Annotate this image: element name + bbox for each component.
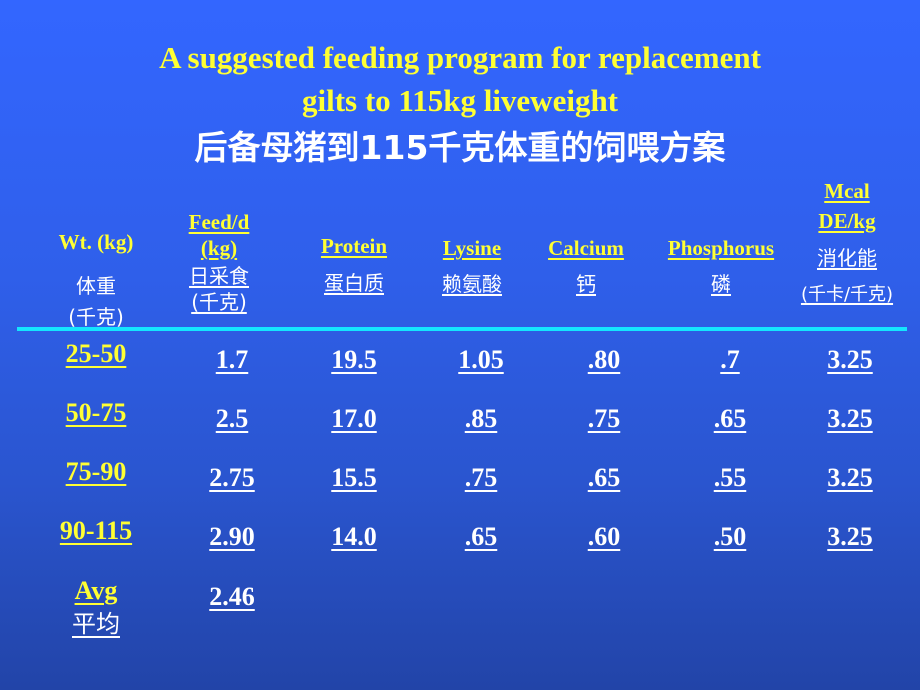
- feed-cell: 2.90: [209, 522, 255, 551]
- header-de-unit-en: DE/kg: [818, 209, 876, 233]
- weight-cell: 25-50: [65, 339, 127, 368]
- header-protein-en: Protein: [320, 234, 388, 258]
- title-chinese: 后备母猪到115千克体重的饲喂方案: [194, 128, 726, 167]
- feed-cell: 1.7: [215, 345, 249, 374]
- de-cell: 3.25: [827, 463, 873, 492]
- header-de-zh: 消化能: [817, 246, 877, 270]
- lysine-cell: .65: [464, 522, 498, 551]
- de-cell: 3.25: [827, 404, 873, 433]
- calcium-cell: .65: [587, 463, 621, 492]
- phosphorus-cell: .50: [713, 522, 747, 551]
- average-label: Avg: [74, 576, 118, 605]
- header-calcium-en: Calcium: [548, 236, 624, 260]
- header-de-en: Mcal: [824, 179, 870, 203]
- protein-cell: 15.5: [331, 463, 377, 492]
- lysine-cell: 1.05: [458, 345, 504, 374]
- header-feed-unit-en: (kg): [200, 236, 238, 260]
- lysine-cell: .85: [464, 404, 498, 433]
- weight-cell: 50-75: [65, 398, 127, 427]
- de-cell: 3.25: [827, 522, 873, 551]
- average-feed-cell: 2.46: [209, 582, 255, 611]
- header-lysine-en: Lysine: [442, 236, 502, 260]
- feed-cell: 2.5: [215, 404, 249, 433]
- header-weight-en: Wt. (kg): [58, 230, 134, 254]
- protein-cell: 17.0: [331, 404, 377, 433]
- header-lysine-zh: 赖氨酸: [442, 272, 502, 296]
- de-cell: 3.25: [827, 345, 873, 374]
- header-feed-unit-zh: (千克): [191, 290, 247, 314]
- calcium-cell: .75: [587, 404, 621, 433]
- weight-cell: 90-115: [59, 516, 133, 545]
- feed-cell: 2.75: [209, 463, 255, 492]
- protein-cell: 14.0: [331, 522, 377, 551]
- header-calcium-zh: 钙: [576, 272, 596, 296]
- header-weight-zh: 体重: [76, 274, 116, 298]
- phosphorus-cell: .55: [713, 463, 747, 492]
- average-label-zh: 平均: [72, 610, 120, 638]
- header-phosphorus-en: Phosphorus: [667, 236, 775, 260]
- header-phosphorus-zh: 磷: [711, 272, 731, 296]
- lysine-cell: .75: [464, 463, 498, 492]
- title-line-1: A suggested feeding program for replacem…: [159, 40, 761, 75]
- title-line-2: gilts to 115kg liveweight: [301, 83, 619, 118]
- protein-cell: 19.5: [331, 345, 377, 374]
- calcium-cell: .80: [587, 345, 621, 374]
- phosphorus-cell: .7: [720, 345, 740, 374]
- header-protein-zh: 蛋白质: [324, 271, 384, 295]
- calcium-cell: .60: [587, 522, 621, 551]
- header-weight-unit-zh: (千克): [68, 305, 124, 329]
- phosphorus-cell: .65: [713, 404, 747, 433]
- header-de-unit-zh: (千卡/千克): [800, 284, 894, 305]
- header-divider: [17, 327, 907, 331]
- weight-cell: 75-90: [65, 457, 127, 486]
- header-feed-zh: 日采食: [189, 264, 249, 288]
- header-feed-en: Feed/d: [188, 210, 250, 234]
